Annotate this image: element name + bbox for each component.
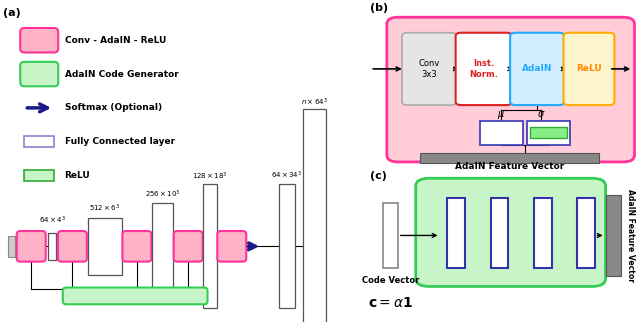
Bar [530, 128, 567, 138]
Text: (a): (a) [3, 8, 21, 18]
FancyBboxPatch shape [20, 28, 58, 52]
Bar [383, 203, 398, 268]
FancyBboxPatch shape [416, 178, 605, 287]
Text: Conv
3x3: Conv 3x3 [419, 59, 440, 79]
Text: $\mathbf{c} = \alpha\mathbf{1}$: $\mathbf{c} = \alpha\mathbf{1}$ [368, 296, 413, 310]
Text: $256\times10^3$: $256\times10^3$ [145, 188, 180, 200]
FancyBboxPatch shape [20, 62, 58, 86]
FancyBboxPatch shape [63, 288, 207, 304]
Bar [420, 153, 599, 163]
Bar [577, 198, 595, 268]
FancyBboxPatch shape [218, 231, 246, 261]
Text: $512\times6^3$: $512\times6^3$ [89, 203, 120, 214]
Text: (c): (c) [371, 171, 387, 181]
Bar [152, 203, 173, 290]
Bar [49, 232, 56, 260]
Text: $\sigma$: $\sigma$ [537, 109, 545, 118]
Text: ReLU: ReLU [65, 171, 90, 180]
FancyBboxPatch shape [122, 231, 152, 261]
Bar [527, 120, 570, 145]
Text: $64\times34^3$: $64\times34^3$ [271, 170, 303, 181]
FancyBboxPatch shape [402, 33, 456, 105]
FancyBboxPatch shape [563, 33, 614, 105]
Bar [279, 184, 295, 308]
Bar [491, 198, 508, 268]
Bar [8, 236, 15, 257]
Bar [534, 198, 552, 268]
Bar [447, 198, 465, 268]
Text: $128\times18^3$: $128\times18^3$ [192, 170, 228, 182]
Text: ReLU: ReLU [576, 64, 602, 73]
Text: AdaIN Feature Vector: AdaIN Feature Vector [454, 162, 564, 171]
Text: $\mu$: $\mu$ [497, 109, 505, 120]
Text: Code Vector: Code Vector [362, 276, 419, 285]
Text: AdaIN: AdaIN [522, 64, 552, 73]
FancyBboxPatch shape [58, 231, 87, 261]
FancyBboxPatch shape [17, 231, 45, 261]
FancyBboxPatch shape [173, 231, 203, 261]
Bar [24, 170, 54, 181]
Text: AdaIN Feature Vector: AdaIN Feature Vector [626, 189, 635, 282]
Bar [605, 195, 621, 276]
Bar [204, 184, 216, 308]
Text: AdaIN Code Generator: AdaIN Code Generator [65, 70, 179, 79]
Text: Softmax (Optional): Softmax (Optional) [65, 103, 162, 112]
FancyBboxPatch shape [510, 33, 564, 105]
Text: Inst.
Norm.: Inst. Norm. [469, 59, 498, 79]
FancyBboxPatch shape [456, 33, 512, 105]
Text: Fully Connected layer: Fully Connected layer [65, 137, 175, 146]
Bar [88, 218, 122, 274]
Text: Conv - AdaIN - ReLU: Conv - AdaIN - ReLU [65, 36, 166, 45]
FancyBboxPatch shape [387, 17, 634, 162]
Text: $64\times4^3$: $64\times4^3$ [39, 214, 66, 226]
Bar [303, 109, 326, 322]
Bar [481, 120, 523, 145]
Bar [24, 136, 54, 147]
Text: (b): (b) [371, 4, 388, 14]
Text: $n\times64^3$: $n\times64^3$ [301, 96, 328, 108]
